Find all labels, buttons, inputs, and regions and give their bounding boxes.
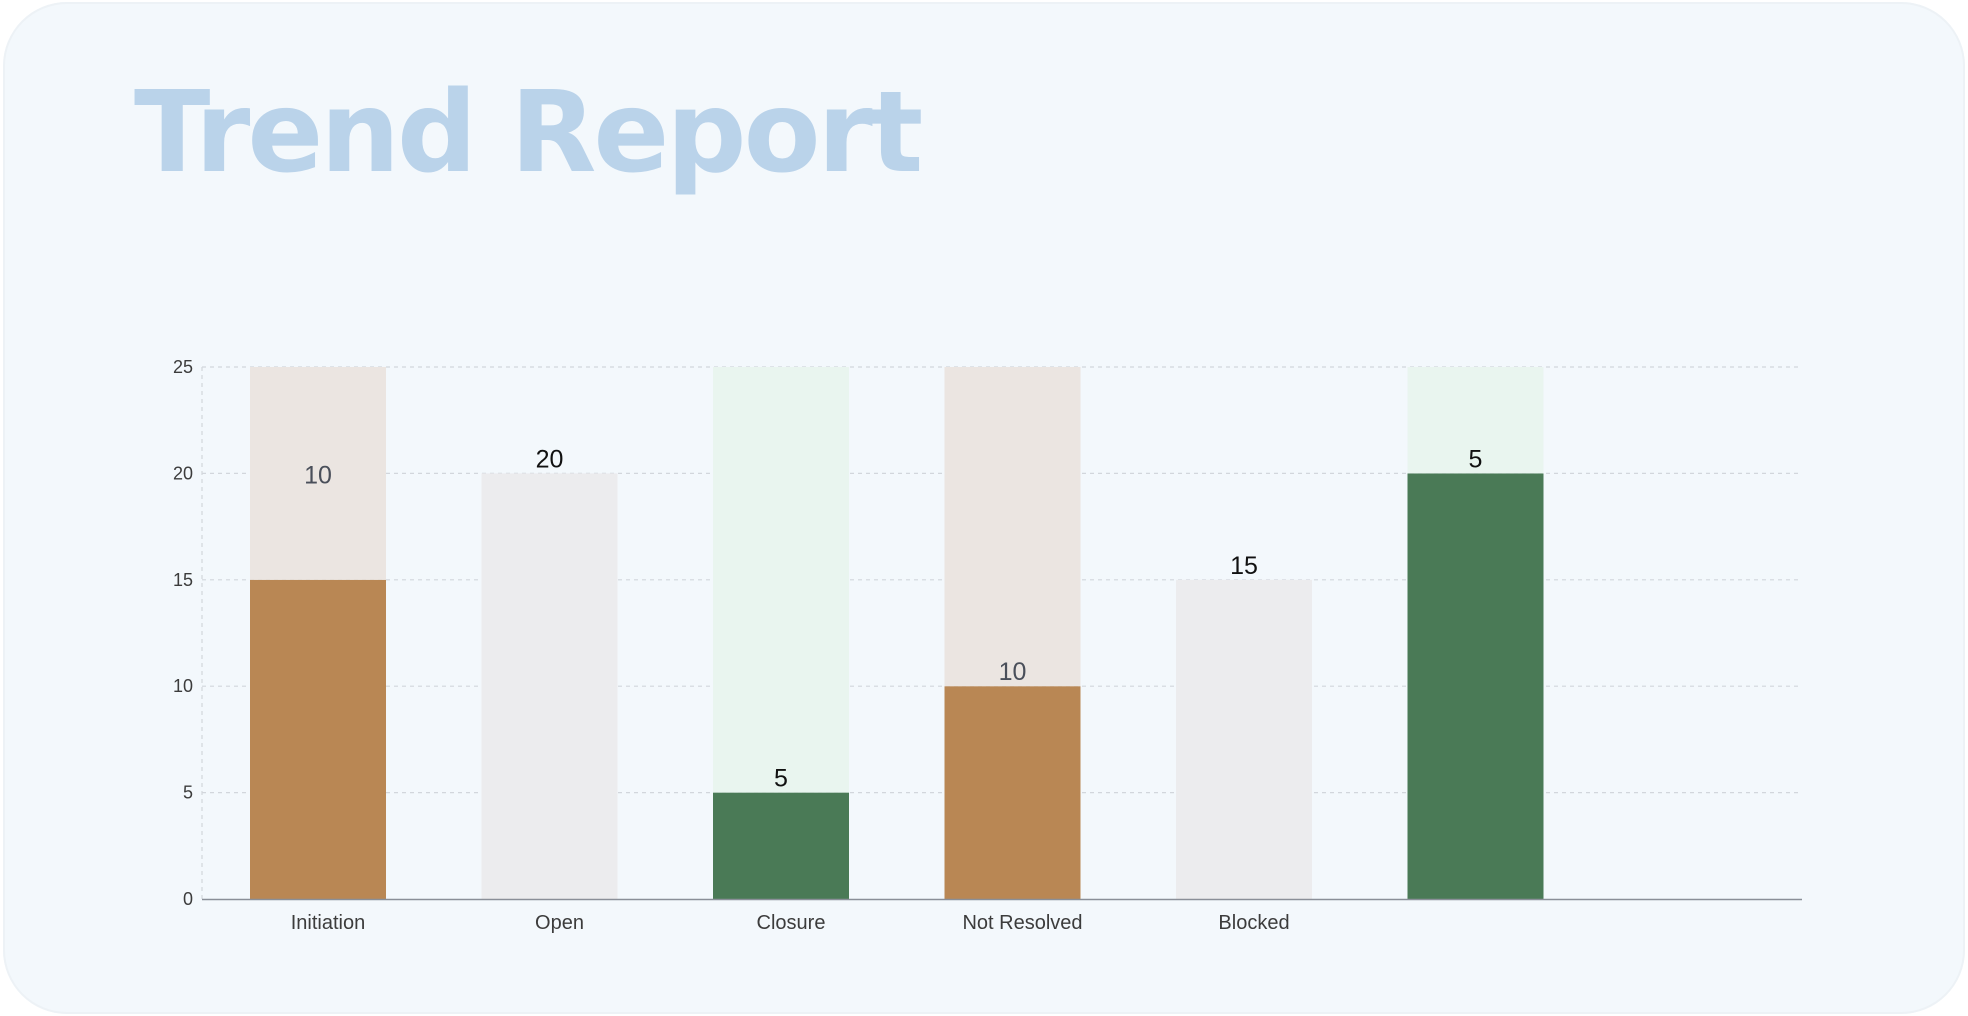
bar-segment-upper xyxy=(944,367,1081,687)
y-tick-label: 10 xyxy=(173,676,193,696)
x-category-label: Initiation xyxy=(291,912,366,934)
bar-data-label: 5 xyxy=(1469,445,1483,473)
x-category-label: Closure xyxy=(757,912,826,934)
bar-segment-lower xyxy=(944,686,1081,899)
bar-segment-lower xyxy=(713,792,849,899)
y-tick-label: 20 xyxy=(173,463,193,483)
bar-data-label: 5 xyxy=(774,765,788,793)
y-tick-label: 15 xyxy=(173,570,193,590)
y-tick-label: 5 xyxy=(183,783,193,803)
bar-segment-upper xyxy=(1407,367,1544,474)
bar-segment-upper xyxy=(250,367,386,580)
bar-segment-lower xyxy=(250,579,386,899)
bar-data-label: 10 xyxy=(999,658,1027,686)
bar-data-label: 20 xyxy=(536,445,564,473)
y-tick-label: 25 xyxy=(173,357,193,377)
bar-segment-lower xyxy=(1176,579,1312,899)
y-tick-label: 0 xyxy=(183,889,193,909)
bar-segment-lower xyxy=(1407,473,1544,899)
x-category-label: Open xyxy=(535,912,584,934)
page-title: Trend Report xyxy=(134,68,923,198)
bar-segment-upper xyxy=(713,367,849,793)
x-category-label: Blocked xyxy=(1218,912,1289,934)
bar-data-label: 10 xyxy=(304,461,332,489)
bar-segment-lower xyxy=(481,473,618,899)
x-category-label: Not Resolved xyxy=(962,912,1082,934)
bar-data-label: 15 xyxy=(1230,552,1258,580)
